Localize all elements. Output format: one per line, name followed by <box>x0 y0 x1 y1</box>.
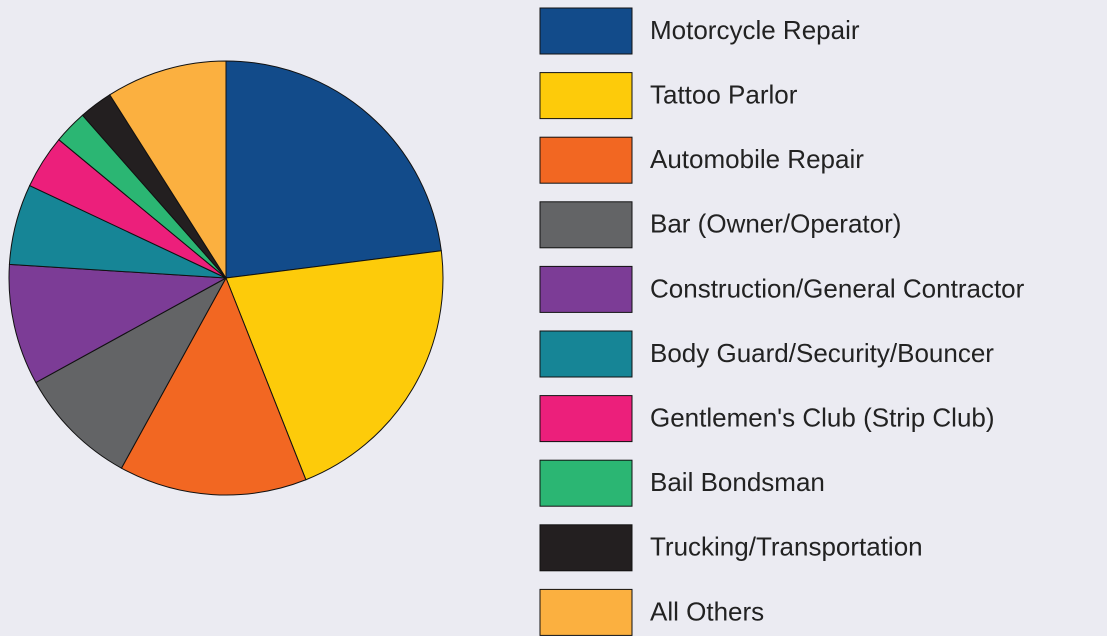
legend-label: Gentlemen's Club (Strip Club) <box>650 402 995 432</box>
pie-slice <box>225 60 442 279</box>
pie-slice <box>225 250 444 481</box>
legend-label: All Others <box>650 596 764 626</box>
legend-swatch <box>539 136 633 184</box>
legend-label: Bar (Owner/Operator) <box>650 209 901 239</box>
legend-label: Construction/General Contractor <box>650 273 1025 303</box>
legend-swatch <box>539 72 633 120</box>
legend-swatch <box>539 459 633 507</box>
pie-slice <box>120 276 307 496</box>
legend-swatch <box>539 265 633 313</box>
legend-label: Bail Bondsman <box>650 467 825 497</box>
legend-label: Tattoo Parlor <box>650 79 798 109</box>
pie-slice <box>35 276 228 469</box>
legend-label: Motorcycle Repair <box>650 15 860 45</box>
legend-swatch <box>539 330 633 378</box>
pie-slice <box>8 263 228 384</box>
legend-label: Body Guard/Security/Bouncer <box>650 338 994 368</box>
legend-swatch <box>539 588 633 636</box>
pie-slice <box>109 60 227 280</box>
legend-swatch <box>539 524 633 572</box>
legend-swatch <box>539 201 633 249</box>
legend-swatch <box>539 7 633 55</box>
legend-label: Trucking/Transportation <box>650 532 923 562</box>
legend-label: Automobile Repair <box>650 144 864 174</box>
legend-swatch <box>539 395 633 443</box>
